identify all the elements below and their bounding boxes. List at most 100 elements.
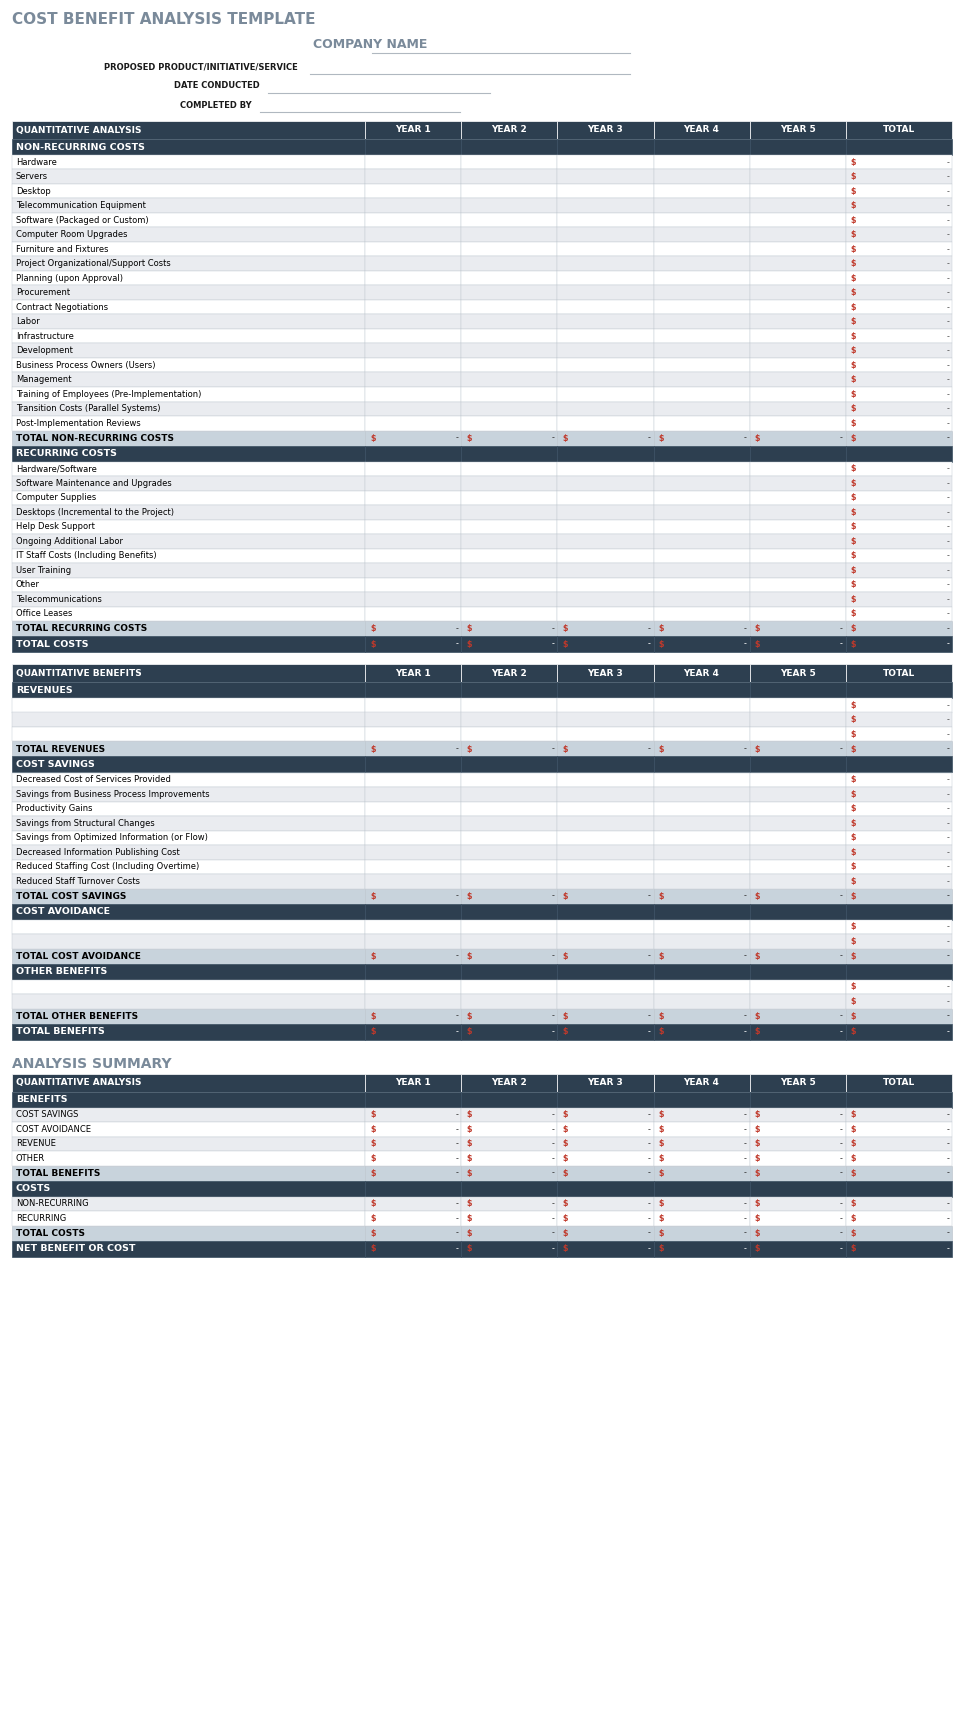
- Bar: [750, 548, 845, 562]
- Bar: [557, 286, 654, 300]
- Text: $: $: [370, 1140, 376, 1149]
- Bar: [845, 578, 952, 592]
- Text: -: -: [947, 493, 950, 501]
- Bar: [557, 1211, 654, 1225]
- Bar: [12, 1091, 365, 1107]
- Text: $: $: [851, 640, 856, 649]
- Bar: [557, 357, 654, 373]
- Bar: [750, 139, 845, 154]
- Bar: [750, 271, 845, 286]
- Text: YEAR 3: YEAR 3: [587, 1077, 623, 1088]
- Bar: [12, 1136, 365, 1150]
- Text: -: -: [839, 1168, 842, 1178]
- Bar: [750, 462, 845, 475]
- Text: Business Process Owners (Users): Business Process Owners (Users): [16, 361, 156, 370]
- Bar: [654, 1180, 750, 1197]
- Bar: [750, 788, 845, 802]
- Text: TOTAL NON-RECURRING COSTS: TOTAL NON-RECURRING COSTS: [16, 434, 174, 442]
- Bar: [365, 562, 462, 578]
- Bar: [654, 300, 750, 314]
- Text: $: $: [851, 302, 856, 312]
- Text: $: $: [851, 158, 856, 167]
- Bar: [557, 519, 654, 534]
- Text: TOTAL COSTS: TOTAL COSTS: [16, 1228, 85, 1237]
- Bar: [654, 1123, 750, 1136]
- Text: -: -: [947, 172, 950, 180]
- Text: -: -: [552, 1140, 554, 1149]
- Text: -: -: [647, 1027, 650, 1036]
- Text: $: $: [851, 566, 856, 574]
- Text: -: -: [947, 862, 950, 871]
- Bar: [557, 756, 654, 772]
- Text: -: -: [455, 434, 458, 442]
- Bar: [462, 373, 557, 387]
- Text: $: $: [754, 1154, 760, 1162]
- Bar: [557, 198, 654, 213]
- Text: QUANTITATIVE ANALYSIS: QUANTITATIVE ANALYSIS: [16, 125, 141, 135]
- Text: $: $: [851, 418, 856, 429]
- Text: $: $: [562, 1244, 568, 1253]
- Bar: [750, 330, 845, 344]
- Bar: [654, 562, 750, 578]
- Bar: [462, 491, 557, 505]
- Text: $: $: [851, 789, 856, 798]
- Bar: [750, 933, 845, 949]
- Text: -: -: [455, 1154, 458, 1162]
- Bar: [750, 257, 845, 271]
- Bar: [654, 874, 750, 888]
- Bar: [365, 845, 462, 859]
- Text: $: $: [659, 1140, 664, 1149]
- Text: $: $: [754, 640, 760, 649]
- Bar: [462, 534, 557, 548]
- Bar: [557, 845, 654, 859]
- Text: $: $: [851, 996, 856, 1006]
- Bar: [462, 475, 557, 491]
- Text: $: $: [851, 274, 856, 283]
- Text: $: $: [851, 744, 856, 753]
- Text: Development: Development: [16, 347, 72, 356]
- Bar: [557, 416, 654, 430]
- Text: -: -: [839, 434, 842, 442]
- Text: $: $: [851, 951, 856, 961]
- Bar: [845, 271, 952, 286]
- Text: OTHER BENEFITS: OTHER BENEFITS: [16, 966, 107, 977]
- Text: -: -: [744, 744, 747, 753]
- Text: TOTAL COSTS: TOTAL COSTS: [16, 640, 89, 649]
- Text: $: $: [851, 1154, 856, 1162]
- Bar: [654, 241, 750, 257]
- Bar: [462, 170, 557, 184]
- Bar: [845, 387, 952, 401]
- Bar: [654, 1024, 750, 1039]
- Text: $: $: [754, 1214, 760, 1223]
- Bar: [365, 1024, 462, 1039]
- Text: Contract Negotiations: Contract Negotiations: [16, 302, 108, 312]
- Bar: [654, 607, 750, 621]
- Bar: [750, 621, 845, 637]
- Bar: [557, 1008, 654, 1024]
- Bar: [845, 184, 952, 198]
- Bar: [654, 154, 750, 170]
- Text: -: -: [947, 776, 950, 784]
- Bar: [654, 213, 750, 227]
- Text: -: -: [947, 848, 950, 857]
- Bar: [654, 933, 750, 949]
- Bar: [365, 904, 462, 920]
- Bar: [750, 1107, 845, 1123]
- Bar: [365, 139, 462, 154]
- Bar: [557, 257, 654, 271]
- Text: $: $: [659, 625, 664, 633]
- Bar: [557, 665, 654, 682]
- Bar: [750, 387, 845, 401]
- Bar: [365, 314, 462, 330]
- Bar: [557, 592, 654, 607]
- Bar: [750, 727, 845, 741]
- Text: $: $: [370, 1214, 376, 1223]
- Text: -: -: [455, 744, 458, 753]
- Bar: [750, 416, 845, 430]
- Text: -: -: [455, 1027, 458, 1036]
- Bar: [12, 1074, 365, 1091]
- Bar: [845, 994, 952, 1008]
- Bar: [462, 920, 557, 933]
- Bar: [365, 920, 462, 933]
- Text: Reduced Staffing Cost (Including Overtime): Reduced Staffing Cost (Including Overtim…: [16, 862, 199, 871]
